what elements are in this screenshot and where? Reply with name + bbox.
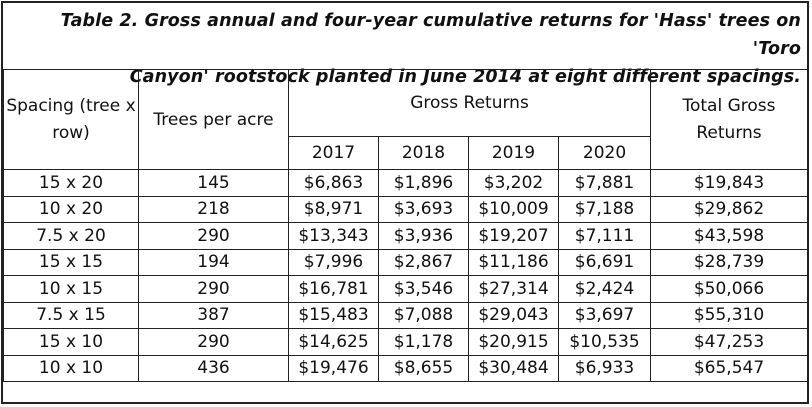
cell-2018: $3,693 xyxy=(378,195,469,223)
header-total-gross-returns: Total Gross Returns xyxy=(650,69,809,170)
cell-2019: $19,207 xyxy=(468,222,559,250)
returns-table: Spacing (tree x row) Trees per acre Gros… xyxy=(3,69,809,382)
header-spacing: Spacing (tree x row) xyxy=(3,69,139,170)
cell-trees: 194 xyxy=(138,248,289,276)
cell-2019: $30,484 xyxy=(468,354,559,382)
cell-2020: $6,691 xyxy=(557,248,652,276)
header-year-2020: 2020 xyxy=(557,136,652,170)
cell-2020: $7,188 xyxy=(557,195,652,223)
header-gross-returns: Gross Returns xyxy=(287,69,652,137)
cell-total: $19,843 xyxy=(650,169,809,197)
cell-2017: $8,971 xyxy=(288,195,379,223)
cell-2019: $3,202 xyxy=(468,169,559,197)
table-caption: Table 2. Gross annual and four-year cumu… xyxy=(3,3,807,87)
cell-2017: $19,476 xyxy=(288,354,379,382)
header-year-2018: 2018 xyxy=(378,136,469,170)
cell-trees: 387 xyxy=(138,301,289,329)
table-row: 7.5 x 15 387 $15,483 $7,088 $29,043 $3,6… xyxy=(3,301,809,329)
cell-trees: 436 xyxy=(138,354,289,382)
cell-total: $50,066 xyxy=(650,275,809,303)
cell-spacing: 10 x 10 xyxy=(3,354,139,382)
cell-trees: 290 xyxy=(138,222,289,250)
table-row: 10 x 10 436 $19,476 $8,655 $30,484 $6,93… xyxy=(3,354,809,382)
header-year-2017: 2017 xyxy=(288,136,379,170)
cell-2020: $7,111 xyxy=(557,222,652,250)
cell-2019: $29,043 xyxy=(468,301,559,329)
table-row: 15 x 15 194 $7,996 $2,867 $11,186 $6,691… xyxy=(3,248,809,276)
cell-2017: $14,625 xyxy=(288,328,379,356)
table-row: 10 x 15 290 $16,781 $3,546 $27,314 $2,42… xyxy=(3,275,809,303)
cell-spacing: 10 x 15 xyxy=(3,275,139,303)
cell-2018: $1,178 xyxy=(378,328,469,356)
cell-trees: 218 xyxy=(138,195,289,223)
cell-2017: $13,343 xyxy=(288,222,379,250)
cell-total: $65,547 xyxy=(650,354,809,382)
cell-2019: $20,915 xyxy=(468,328,559,356)
cell-2020: $3,697 xyxy=(557,301,652,329)
cell-2019: $11,186 xyxy=(468,248,559,276)
cell-spacing: 10 x 20 xyxy=(3,195,139,223)
cell-2017: $16,781 xyxy=(288,275,379,303)
cell-spacing: 7.5 x 15 xyxy=(3,301,139,329)
table-row: 15 x 10 290 $14,625 $1,178 $20,915 $10,5… xyxy=(3,328,809,356)
cell-2017: $15,483 xyxy=(288,301,379,329)
header-row: Spacing (tree x row) Trees per acre Gros… xyxy=(3,69,809,170)
year-header-row: 2017 2018 2019 2020 xyxy=(4,136,808,170)
cell-2020: $10,535 xyxy=(557,328,652,356)
cell-2020: $6,933 xyxy=(557,354,652,382)
cell-2019: $10,009 xyxy=(468,195,559,223)
table-row: 10 x 20 218 $8,971 $3,693 $10,009 $7,188… xyxy=(3,195,809,223)
cell-2018: $2,867 xyxy=(378,248,469,276)
cell-total: $55,310 xyxy=(650,301,809,329)
cell-2018: $7,088 xyxy=(378,301,469,329)
table-row: 15 x 20 145 $6,863 $1,896 $3,202 $7,881 … xyxy=(3,169,809,197)
cell-total: $29,862 xyxy=(650,195,809,223)
cell-2020: $2,424 xyxy=(557,275,652,303)
header-trees-per-acre: Trees per acre xyxy=(138,69,289,170)
cell-trees: 290 xyxy=(138,275,289,303)
cell-2018: $3,546 xyxy=(378,275,469,303)
cell-total: $47,253 xyxy=(650,328,809,356)
cell-2018: $3,936 xyxy=(378,222,469,250)
cell-spacing: 7.5 x 20 xyxy=(3,222,139,250)
cell-2020: $7,881 xyxy=(557,169,652,197)
cell-spacing: 15 x 20 xyxy=(3,169,139,197)
cell-spacing: 15 x 10 xyxy=(3,328,139,356)
caption-line-1: Table 2. Gross annual and four-year cumu… xyxy=(60,11,801,59)
cell-2018: $1,896 xyxy=(378,169,469,197)
cell-spacing: 15 x 15 xyxy=(3,248,139,276)
cell-2017: $6,863 xyxy=(288,169,379,197)
cell-total: $43,598 xyxy=(650,222,809,250)
cell-trees: 290 xyxy=(138,328,289,356)
header-year-2019: 2019 xyxy=(468,136,559,170)
table-row: 7.5 x 20 290 $13,343 $3,936 $19,207 $7,1… xyxy=(3,222,809,250)
cell-2018: $8,655 xyxy=(378,354,469,382)
cell-2017: $7,996 xyxy=(288,248,379,276)
cell-2019: $27,314 xyxy=(468,275,559,303)
cell-total: $28,739 xyxy=(650,248,809,276)
cell-trees: 145 xyxy=(138,169,289,197)
